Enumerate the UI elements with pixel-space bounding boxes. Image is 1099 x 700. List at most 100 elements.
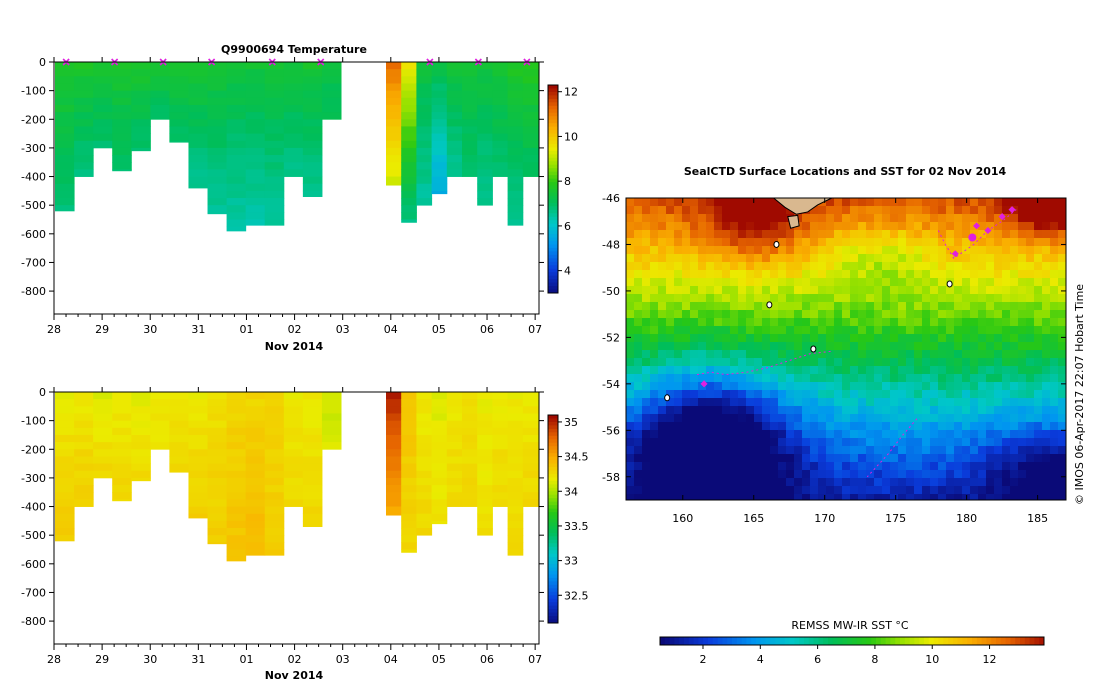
sst-cell: [754, 222, 763, 231]
sst-cell: [754, 270, 763, 279]
sst-cell: [810, 254, 819, 263]
profile-cell: [507, 427, 524, 436]
profile-cell: [416, 62, 433, 70]
profile-cell: [74, 406, 94, 414]
sst-cell: [754, 414, 763, 423]
sst-cell: [1018, 390, 1027, 399]
sst-cell: [978, 222, 987, 231]
sst-cell: [810, 366, 819, 375]
profile-cell: [112, 119, 132, 127]
sst-cell: [698, 422, 707, 431]
sst-cell: [914, 214, 923, 223]
sst-cell: [682, 222, 691, 231]
sst-cell: [834, 478, 843, 487]
colorbar-segment: [548, 161, 558, 166]
sst-cell: [778, 286, 787, 295]
sst-cell: [914, 454, 923, 463]
sst-cell: [754, 462, 763, 471]
sst-cell: [682, 486, 691, 495]
sst-cell: [1050, 206, 1059, 215]
profile-cell: [207, 542, 228, 545]
sst-cell: [946, 462, 955, 471]
profile-cell: [245, 169, 266, 177]
sst-cell: [722, 398, 731, 407]
sst-cell: [682, 462, 691, 471]
sst-cell: [938, 446, 947, 455]
profile-cell: [462, 83, 478, 92]
sst-cell: [674, 454, 683, 463]
profile-cell: [74, 477, 94, 486]
sst-cell: [866, 318, 875, 327]
sst-cell: [634, 318, 643, 327]
profile-cell: [446, 119, 463, 127]
sst-cell: [770, 358, 779, 367]
profile-cell: [112, 155, 132, 163]
profile-cell: [207, 492, 228, 500]
salinity-section-panel: 0-100-200-300-400-500-600-700-800 28 29 30…: [21, 386, 588, 682]
sst-cell: [770, 366, 779, 375]
colorbar-segment: [548, 446, 558, 451]
sst-cell: [730, 206, 739, 215]
profile-cell: [492, 427, 509, 436]
profile-cell: [446, 147, 463, 156]
sst-cell: [954, 382, 963, 391]
sst-cell: [954, 230, 963, 239]
sst-cell: [986, 494, 995, 501]
colorbar-segment: [548, 609, 558, 614]
profile-cell: [416, 90, 433, 99]
sst-cell: [882, 206, 891, 215]
sst-cell: [898, 398, 907, 407]
profile-cell: [401, 104, 417, 113]
profile-cell: [264, 155, 285, 163]
sst-cell: [890, 350, 899, 359]
sst-cell: [674, 270, 683, 279]
profile-cell: [302, 392, 323, 400]
profile-cell: [431, 420, 448, 429]
sst-cell: [698, 350, 707, 359]
sst-cell: [938, 342, 947, 351]
sst-cell: [682, 206, 691, 215]
sst-cell: [1010, 286, 1019, 295]
sst-cell: [818, 206, 827, 215]
sst-cell: [802, 430, 811, 439]
sst-cell: [858, 438, 867, 447]
sst-cell: [914, 422, 923, 431]
sst-cell: [802, 294, 811, 303]
sst-cell: [930, 414, 939, 423]
sst-cell: [722, 374, 731, 383]
sst-cell: [746, 382, 755, 391]
sst-cell: [834, 486, 843, 495]
sst-cell: [802, 318, 811, 327]
sst-cell: [834, 214, 843, 223]
colorbar-segment: [548, 126, 558, 131]
sst-cell: [930, 494, 939, 501]
sst-cell: [666, 278, 675, 287]
profile-cell: [188, 90, 209, 99]
sst-cell: [698, 462, 707, 471]
sst-cell: [986, 262, 995, 271]
profile-cell: [477, 492, 493, 500]
profile-cell: [401, 97, 417, 106]
profile-cell: [522, 413, 539, 422]
profile-cell: [507, 442, 524, 450]
profile-cell: [55, 133, 75, 142]
sst-cell: [738, 222, 747, 231]
sst-cell: [826, 406, 835, 415]
profile-cell: [283, 162, 304, 170]
profile-cell: [431, 492, 448, 500]
sst-cell: [930, 206, 939, 215]
sst-cell: [746, 398, 755, 407]
profile-cell: [93, 126, 113, 134]
sst-cell: [914, 430, 923, 439]
sst-cell: [882, 246, 891, 255]
sst-colorbar-segment: [856, 637, 863, 645]
sst-cell: [674, 286, 683, 295]
sst-cell: [810, 382, 819, 391]
sst-cell: [962, 478, 971, 487]
profile-cell: [416, 162, 433, 170]
sst-cell: [906, 254, 915, 263]
sst-cell: [730, 422, 739, 431]
colorbar-segment: [548, 247, 558, 252]
sst-cell: [706, 262, 715, 271]
profile-cell: [226, 477, 247, 486]
